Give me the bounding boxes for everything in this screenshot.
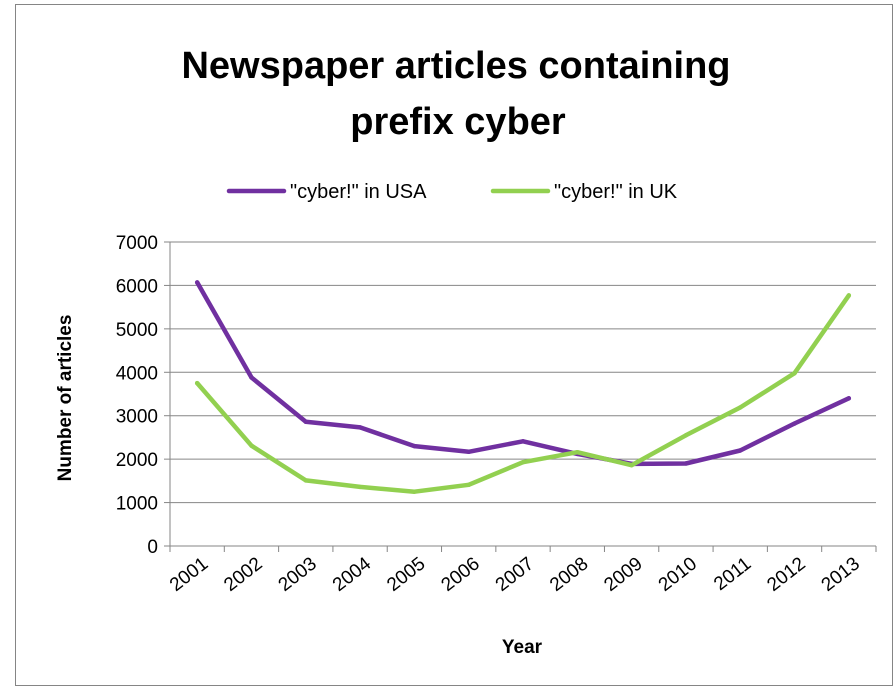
data-point [249, 443, 254, 448]
data-point [412, 443, 417, 449]
line-chart: Newspaper articles containing prefix cyb… [55, 45, 877, 658]
chart-title: Newspaper articles containing prefix cyb… [181, 45, 730, 143]
chart-title-line-1: Newspaper articles containing [181, 45, 730, 87]
data-point [466, 449, 471, 454]
data-point [520, 439, 526, 444]
y-axis-title: Number of articles [55, 315, 76, 482]
x-tick-label: 2009 [600, 553, 646, 596]
series-lines [194, 280, 852, 494]
data-point [683, 461, 689, 466]
data-point [466, 482, 471, 487]
legend: "cyber!" in USA "cyber!" in UK [226, 181, 678, 203]
x-tick-label: 2002 [220, 553, 266, 596]
data-point [249, 375, 254, 380]
chart-frame: Newspaper articles containing prefix cyb… [15, 4, 893, 686]
data-point [194, 380, 200, 386]
legend-label: "cyber!" in UK [554, 181, 678, 203]
gridlines [170, 241, 876, 504]
x-tick-label: 2005 [383, 553, 429, 596]
data-point [357, 425, 363, 430]
data-point [738, 405, 743, 410]
x-tick-label: 2007 [492, 553, 538, 596]
series-line-0 [194, 280, 852, 467]
y-tick-label: 5000 [116, 320, 158, 341]
x-tick-label: 2004 [329, 553, 376, 596]
data-point [357, 484, 363, 490]
x-tick-label: 2011 [710, 553, 755, 595]
data-point [683, 433, 689, 438]
x-tick-label: 2012 [763, 553, 809, 596]
x-tick-label: 2010 [655, 553, 701, 596]
y-tick-label: 3000 [116, 407, 158, 428]
x-tick-label: 2003 [275, 553, 321, 596]
data-point [303, 478, 308, 483]
legend-label: "cyber!" in USA [290, 181, 427, 203]
chart-title-line-2: prefix cyber [350, 101, 566, 143]
y-tick-label: 2000 [116, 450, 158, 471]
y-tick-label: 0 [147, 537, 158, 558]
data-point [629, 463, 634, 468]
data-point [194, 280, 200, 285]
data-point [738, 448, 743, 453]
y-tick-label: 4000 [116, 363, 158, 384]
data-point [792, 421, 797, 426]
x-axis-title: Year [502, 637, 543, 658]
data-point [303, 419, 308, 424]
data-point [846, 293, 852, 298]
y-tick-label: 7000 [116, 233, 158, 254]
x-tick-label: 2008 [546, 553, 592, 596]
y-tick-label: 6000 [116, 276, 158, 297]
x-tick-label: 2013 [818, 553, 864, 596]
data-point [792, 370, 797, 376]
data-point [412, 489, 417, 494]
x-tick-label: 2006 [438, 553, 484, 596]
x-tick-label: 2001 [166, 553, 212, 596]
y-tick-label: 1000 [116, 494, 158, 515]
data-point [575, 449, 580, 455]
data-point [520, 459, 526, 465]
data-point [846, 396, 852, 401]
